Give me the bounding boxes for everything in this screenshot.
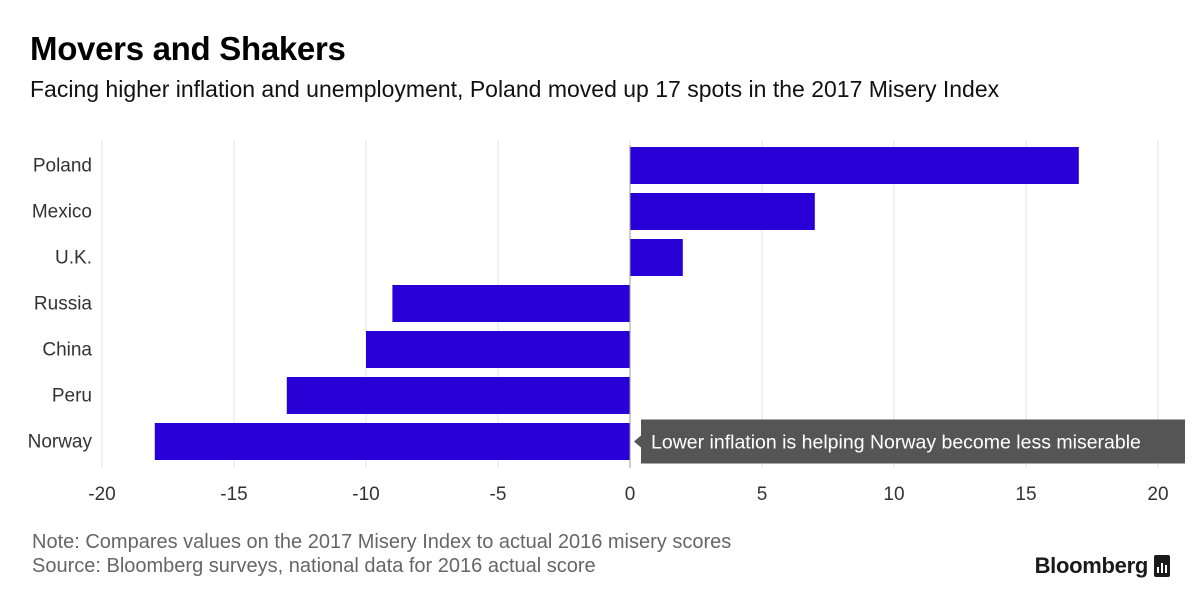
annotation-box: [641, 419, 1185, 464]
bar: [630, 147, 1079, 184]
x-tick-label: -10: [352, 484, 379, 505]
category-label: China: [42, 340, 92, 361]
chart-note: Note: Compares values on the 2017 Misery…: [32, 531, 732, 553]
x-tick-label: 20: [1147, 484, 1168, 505]
annotation-text: Lower inflation is helping Norway become…: [651, 432, 1141, 454]
x-tick-label: 15: [1015, 484, 1036, 505]
category-label: Norway: [28, 432, 93, 453]
bar: [630, 193, 815, 230]
category-label: Mexico: [32, 202, 92, 223]
x-tick-label: -15: [220, 484, 247, 505]
chart-title: Movers and Shakers: [30, 30, 346, 67]
chart-subtitle: Facing higher inflation and unemployment…: [30, 76, 1000, 102]
annotation-pointer: [634, 435, 641, 448]
category-label: U.K.: [55, 248, 92, 269]
x-tick-label: 5: [757, 484, 768, 505]
brand-name: Bloomberg: [1034, 553, 1149, 578]
bar: [154, 423, 631, 460]
x-tick-label: 10: [883, 484, 904, 505]
bloomberg-logo: Bloomberg: [1035, 553, 1170, 579]
x-tick-label: 0: [625, 484, 636, 505]
bar: [286, 377, 630, 414]
category-label: Peru: [52, 386, 92, 407]
x-tick-label: -5: [490, 484, 507, 505]
bar: [366, 331, 630, 368]
bloomberg-chart-icon: [1154, 555, 1170, 577]
category-label: Poland: [33, 156, 92, 177]
bar: [392, 285, 630, 322]
chart-source: Source: Bloomberg surveys, national data…: [32, 555, 596, 577]
x-tick-label: -20: [88, 484, 115, 505]
bar: [630, 239, 683, 276]
category-label: Russia: [34, 294, 93, 315]
